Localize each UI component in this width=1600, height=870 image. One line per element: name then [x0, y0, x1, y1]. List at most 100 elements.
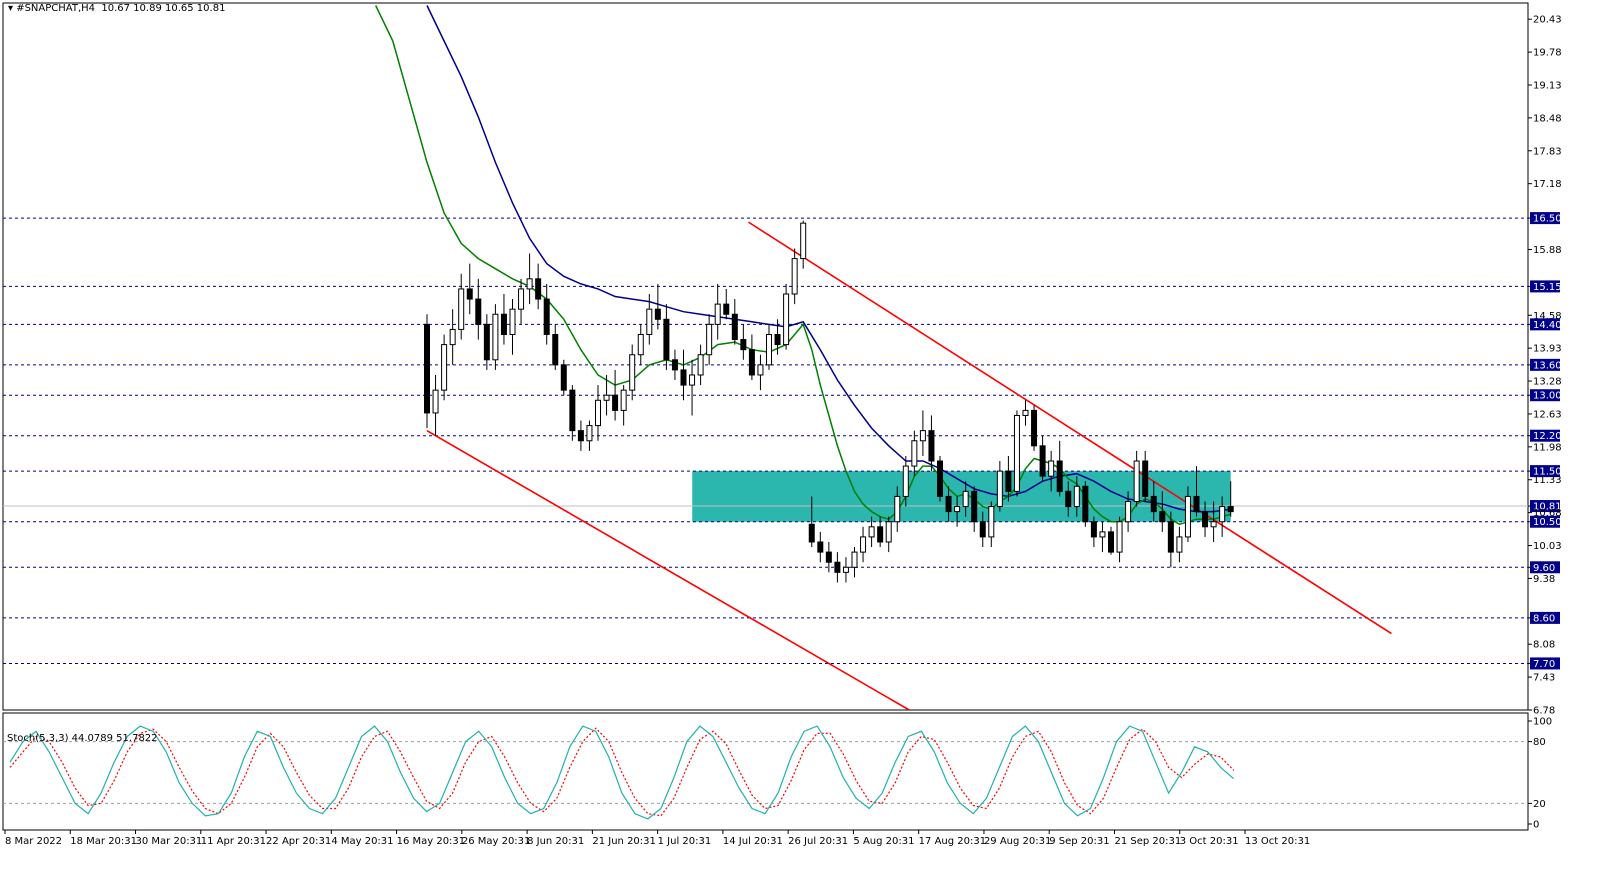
candle[interactable]: [526, 253, 533, 305]
candle[interactable]: [586, 420, 593, 451]
candle[interactable]: [1090, 516, 1097, 548]
candle[interactable]: [954, 496, 961, 527]
candle[interactable]: [1031, 405, 1038, 451]
candle[interactable]: [654, 283, 661, 330]
candle[interactable]: [1159, 491, 1166, 532]
candle[interactable]: [466, 263, 473, 315]
candle[interactable]: [603, 374, 610, 416]
candle[interactable]: [620, 385, 627, 426]
candle[interactable]: [1108, 526, 1114, 555]
candle[interactable]: [1039, 435, 1046, 482]
candle[interactable]: [731, 299, 738, 345]
candle[interactable]: [748, 334, 755, 381]
candle[interactable]: [1116, 516, 1123, 563]
candle[interactable]: [740, 324, 747, 360]
price-pane[interactable]: 20.43 19.78 19.13 18.48 17.83 17.18 16.50 15.88…: [2, 2, 1562, 717]
candle[interactable]: [492, 304, 499, 370]
candle[interactable]: [560, 359, 567, 396]
candle[interactable]: [834, 552, 841, 583]
candle[interactable]: [680, 349, 687, 401]
candle[interactable]: [595, 385, 601, 441]
candle[interactable]: [1210, 501, 1217, 542]
candle[interactable]: [1142, 450, 1149, 502]
candle[interactable]: [894, 486, 901, 532]
candle[interactable]: [432, 374, 439, 436]
candle[interactable]: [535, 263, 542, 310]
candle[interactable]: [877, 516, 884, 548]
candle[interactable]: [449, 309, 456, 365]
candle[interactable]: [766, 324, 772, 370]
candle[interactable]: [475, 278, 482, 340]
candle[interactable]: [569, 385, 576, 441]
candle[interactable]: [714, 283, 721, 340]
candle[interactable]: [509, 299, 516, 355]
candle[interactable]: [1065, 481, 1072, 517]
candle[interactable]: [723, 288, 730, 320]
candle[interactable]: [1073, 476, 1080, 517]
candle[interactable]: [842, 557, 849, 583]
candle[interactable]: [1125, 491, 1132, 532]
candle[interactable]: [1056, 440, 1063, 497]
candle[interactable]: [689, 359, 696, 416]
candle[interactable]: [783, 283, 790, 350]
candle[interactable]: [671, 349, 678, 381]
candle[interactable]: [911, 430, 918, 477]
candle[interactable]: [996, 461, 1003, 512]
candle[interactable]: [800, 220, 807, 269]
candle[interactable]: [1005, 455, 1012, 502]
candle[interactable]: [697, 344, 704, 386]
candle[interactable]: [808, 496, 815, 548]
candle[interactable]: [577, 420, 584, 451]
candle[interactable]: [757, 354, 764, 391]
candle[interactable]: [860, 526, 867, 563]
candle[interactable]: [971, 486, 978, 532]
candle[interactable]: [902, 455, 909, 507]
candle[interactable]: [483, 314, 490, 370]
stochastic-pane[interactable]: 100 80 20 0: [2, 712, 1552, 831]
candle[interactable]: [1099, 521, 1106, 553]
candle[interactable]: [1193, 466, 1200, 517]
candle[interactable]: [518, 278, 525, 325]
candle[interactable]: [552, 324, 559, 370]
candle[interactable]: [919, 410, 926, 456]
candle[interactable]: [1227, 481, 1234, 517]
candle[interactable]: [1176, 526, 1183, 563]
candle[interactable]: [1184, 486, 1191, 542]
candle[interactable]: [637, 324, 644, 365]
candle[interactable]: [1022, 400, 1029, 426]
candle[interactable]: [868, 516, 875, 548]
candle[interactable]: [937, 455, 943, 502]
candle[interactable]: [612, 369, 619, 421]
candle[interactable]: [825, 541, 832, 573]
candle[interactable]: [1150, 481, 1157, 522]
candle[interactable]: [817, 531, 824, 563]
candle[interactable]: [646, 293, 653, 345]
candle[interactable]: [441, 334, 448, 401]
channel-upper-line[interactable]: [748, 221, 1392, 635]
candle[interactable]: [1167, 511, 1174, 568]
candle[interactable]: [458, 273, 465, 340]
candle[interactable]: [424, 314, 430, 429]
candle[interactable]: [500, 293, 507, 345]
candle[interactable]: [988, 501, 995, 548]
candle[interactable]: [629, 344, 636, 401]
candle[interactable]: [979, 511, 986, 548]
candle[interactable]: [851, 547, 858, 578]
candle[interactable]: [791, 248, 798, 305]
candle[interactable]: [945, 486, 952, 522]
candle[interactable]: [1133, 450, 1140, 507]
candle[interactable]: [663, 304, 670, 370]
candle[interactable]: [928, 415, 935, 472]
candle[interactable]: [885, 516, 892, 553]
candle[interactable]: [706, 314, 713, 365]
candle[interactable]: [1082, 481, 1089, 527]
candle[interactable]: [962, 481, 969, 517]
candle[interactable]: [1048, 450, 1055, 492]
candle[interactable]: [774, 319, 781, 355]
candle[interactable]: [1219, 496, 1226, 537]
channel-lower-line[interactable]: [426, 429, 910, 710]
candle[interactable]: [1013, 410, 1020, 497]
candle[interactable]: [1202, 501, 1209, 537]
candle[interactable]: [543, 283, 550, 345]
